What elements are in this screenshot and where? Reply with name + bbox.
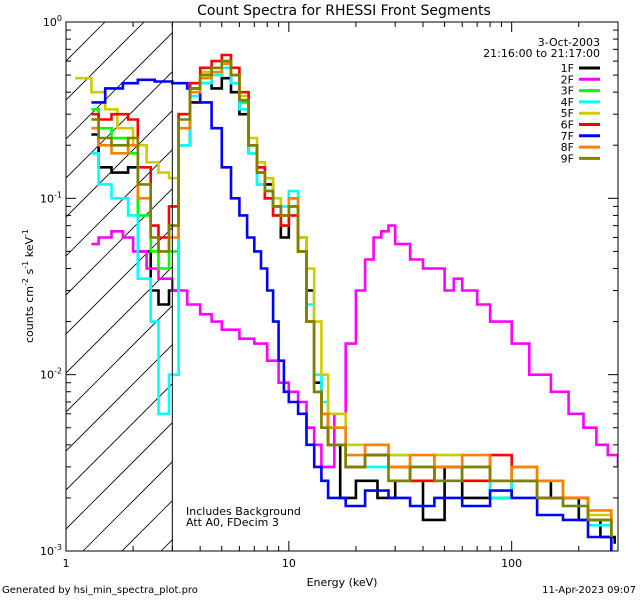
x-tick-label: 1 <box>63 557 70 570</box>
legend-label-5F: 5F <box>561 107 574 120</box>
date-label: 3-Oct-2003 <box>538 36 600 49</box>
y-tick-label: 10-1 <box>40 190 62 205</box>
hatch-line <box>66 71 173 179</box>
hatch-line <box>66 188 173 296</box>
chart-title: Count Spectra for RHESSI Front Segments <box>197 3 491 19</box>
legend-label-7F: 7F <box>561 130 574 143</box>
hatch-line <box>66 22 106 62</box>
y-axis-label-part-2: s <box>23 268 36 277</box>
x-tick-label: 10 <box>282 557 296 570</box>
y-tick-label: 10-3 <box>40 543 62 558</box>
hatch-line <box>66 266 173 374</box>
annotation-attenuator: Att A0, FDecim 3 <box>186 516 279 529</box>
y-axis-label-exp-1: -2 <box>21 278 30 286</box>
legend-label-9F: 9F <box>561 152 574 165</box>
y-axis-label-part-3: keV <box>23 237 36 261</box>
y-axis-label-exp-3: -1 <box>21 229 30 237</box>
legend-label-1F: 1F <box>561 62 574 75</box>
x-axis-label: Energy (keV) <box>307 576 378 589</box>
legend-label-6F: 6F <box>561 119 574 132</box>
time-range-label: 21:16:00 to 21:17:00 <box>483 47 600 60</box>
series-9F-line <box>91 59 613 537</box>
x-axis-ticks: 1 10 100 <box>63 22 619 570</box>
series-7F-line <box>91 78 613 551</box>
hatch-line <box>82 461 173 551</box>
hatch-line <box>66 227 173 335</box>
annotation-background: Includes Background <box>186 505 301 518</box>
y-axis-label: counts cm-2 s-1 keV-1 <box>21 229 36 343</box>
legend-label-3F: 3F <box>561 85 574 98</box>
y-axis-ticks: 100 10-1 10-2 10-3 <box>40 14 618 558</box>
x-tick-label: 100 <box>501 557 522 570</box>
footer-timestamp: 11-Apr-2023 09:07 <box>542 585 636 596</box>
footer-generated-by: Generated by hsi_min_spectra_plot.pro <box>2 585 198 596</box>
legend-label-8F: 8F <box>561 141 574 154</box>
legend-label-2F: 2F <box>561 73 574 86</box>
legend-label-4F: 4F <box>561 96 574 109</box>
hatch-line <box>66 422 173 530</box>
y-axis-label-part-1: counts cm <box>23 286 36 343</box>
y-axis-label-exp-2: -1 <box>21 261 30 269</box>
hatch-line <box>66 110 173 218</box>
series-layer <box>75 53 618 551</box>
series-5F-line <box>75 62 613 531</box>
y-tick-label: 100 <box>43 14 62 29</box>
plot-frame <box>65 21 619 552</box>
hatch-line <box>66 383 173 491</box>
y-tick-label: 10-2 <box>40 367 62 382</box>
